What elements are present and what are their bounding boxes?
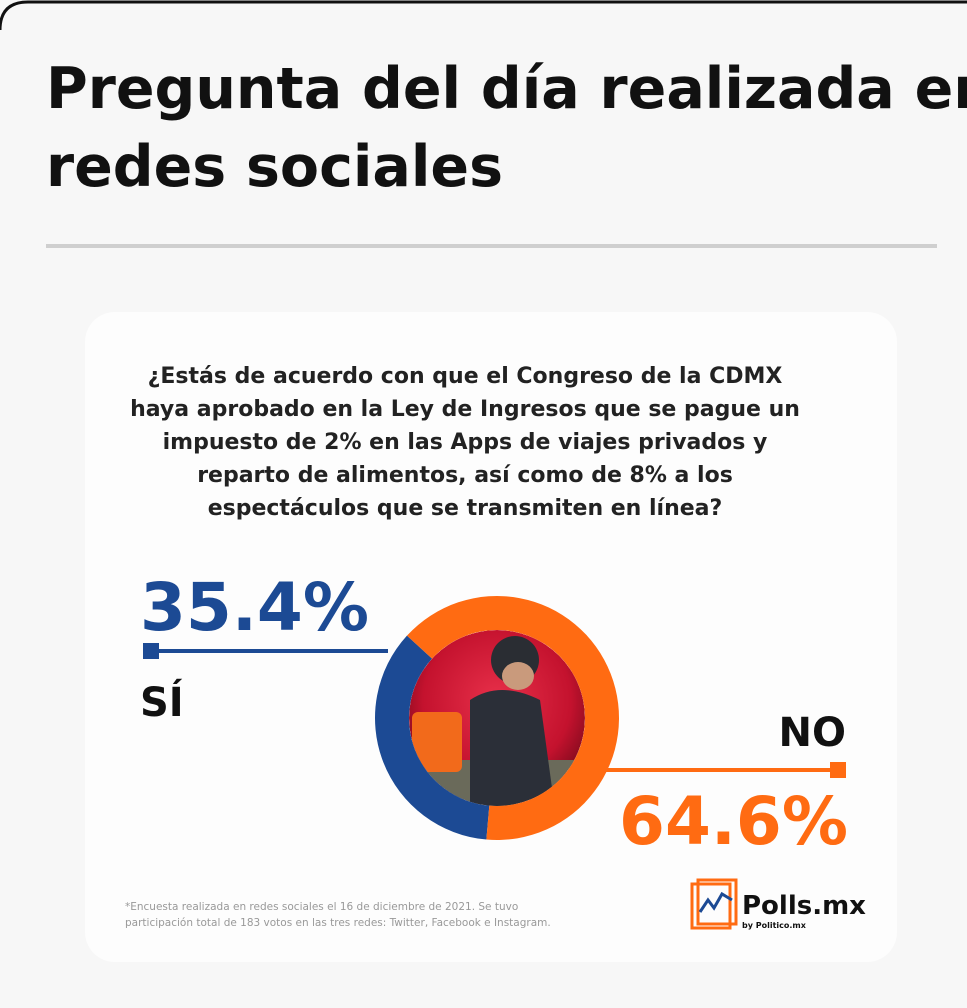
page-title: redes sociales	[46, 134, 503, 200]
question: ¿Estás de acuerdo con que el Congreso de…	[130, 364, 800, 521]
brand-name: Polls.mx	[742, 891, 866, 921]
question-line: impuesto de 2% en las Apps de viajes pri…	[163, 430, 768, 455]
question-line: reparto de alimentos, así como de 8% a l…	[197, 463, 733, 488]
value-label: 64.6%	[619, 783, 848, 860]
photo	[409, 630, 585, 806]
footnote: participación total de 183 votos en las …	[125, 917, 551, 929]
frame-edge	[0, 0, 967, 31]
category-label: SÍ	[140, 678, 184, 726]
question-line: espectáculos que se transmiten en línea?	[208, 496, 723, 521]
page-title: Pregunta del día realizada en	[46, 56, 967, 122]
footnote: *Encuesta realizada en redes sociales el…	[125, 901, 518, 913]
leader-end	[143, 643, 159, 659]
category-label: NO	[779, 710, 846, 756]
question-line: ¿Estás de acuerdo con que el Congreso de…	[148, 364, 783, 389]
question-line: haya aprobado en la Ley de Ingresos que …	[130, 397, 800, 422]
logo-icon	[690, 878, 738, 930]
leader-end	[830, 762, 846, 778]
donut-slice	[375, 635, 490, 840]
separator	[46, 244, 937, 248]
brand-byline: by Politico.mx	[742, 921, 807, 930]
chart: 35.4% SÍ NO 64.6% *Encuesta realizada en red…	[125, 569, 848, 929]
donut-slice	[406, 595, 620, 840]
value-label: 35.4%	[140, 569, 369, 646]
